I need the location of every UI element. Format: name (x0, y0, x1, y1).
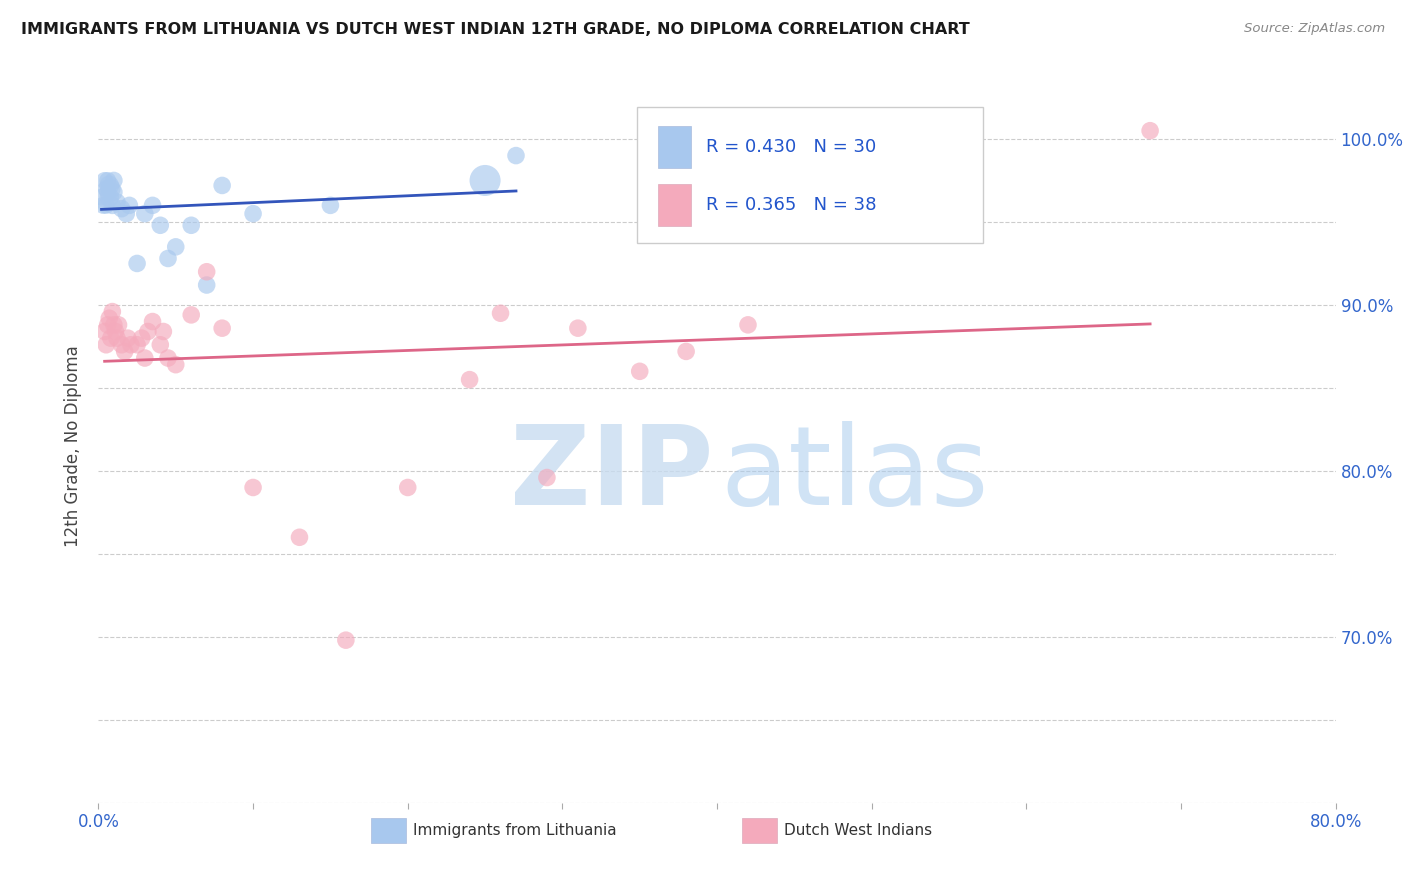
Point (131, 331, 153, 345)
Point (96, 198, 118, 212)
Point (103, 318, 125, 332)
Point (114, 344, 136, 359)
Point (96, 182, 118, 196)
Point (1139, 124, 1161, 138)
Point (157, 351, 180, 365)
Point (103, 185, 125, 199)
Point (117, 331, 139, 345)
Point (142, 198, 165, 212)
Point (242, 207, 264, 221)
Point (93, 325, 115, 339)
Bar (658, 126, 692, 169)
Point (567, 321, 589, 335)
FancyBboxPatch shape (637, 107, 983, 243)
Point (101, 304, 124, 318)
Point (91, 198, 114, 212)
Text: R = 0.365   N = 38: R = 0.365 N = 38 (706, 196, 876, 214)
Point (105, 331, 128, 345)
Point (97, 318, 120, 332)
Point (737, 318, 759, 332)
Point (211, 321, 233, 335)
Point (675, 344, 697, 359)
Point (120, 338, 142, 352)
Point (211, 178, 233, 193)
Point (180, 219, 202, 233)
Point (100, 331, 122, 345)
Point (105, 195, 128, 210)
Point (127, 338, 149, 352)
Text: Immigrants from Lithuania: Immigrants from Lithuania (413, 823, 616, 838)
Point (104, 325, 127, 339)
Text: Dutch West Indians: Dutch West Indians (785, 823, 932, 838)
Point (195, 278, 218, 293)
Point (98, 178, 121, 193)
Text: Source: ZipAtlas.com: Source: ZipAtlas.com (1244, 22, 1385, 36)
Point (134, 351, 156, 365)
Bar (658, 184, 692, 227)
Point (242, 481, 264, 495)
Point (505, 148, 527, 162)
Point (127, 256, 149, 270)
Point (107, 318, 129, 332)
Point (458, 373, 481, 387)
Y-axis label: 12th Grade, No Diploma: 12th Grade, No Diploma (65, 345, 83, 547)
Text: atlas: atlas (721, 421, 990, 528)
Point (157, 252, 180, 266)
Point (142, 314, 165, 328)
Point (111, 338, 134, 352)
Point (97, 173, 120, 187)
Point (118, 198, 141, 212)
Point (474, 173, 496, 187)
Point (134, 207, 156, 221)
Point (165, 358, 187, 372)
Point (136, 325, 159, 339)
Point (100, 182, 122, 196)
Point (396, 481, 419, 495)
Point (536, 470, 558, 484)
Point (628, 364, 651, 378)
Point (149, 338, 172, 352)
Point (489, 306, 512, 320)
Text: IMMIGRANTS FROM LITHUANIA VS DUTCH WEST INDIAN 12TH GRADE, NO DIPLOMA CORRELATIO: IMMIGRANTS FROM LITHUANIA VS DUTCH WEST … (21, 22, 970, 37)
Point (152, 325, 174, 339)
Point (111, 202, 134, 216)
Point (96, 338, 118, 352)
Point (180, 308, 202, 322)
Point (165, 240, 187, 254)
Point (335, 633, 357, 648)
Point (98, 311, 121, 326)
Point (195, 265, 218, 279)
Point (115, 207, 138, 221)
Point (98, 190, 121, 204)
Text: R = 0.430   N = 30: R = 0.430 N = 30 (706, 138, 876, 156)
Point (103, 173, 125, 187)
Point (101, 198, 124, 212)
Point (319, 198, 342, 212)
Text: ZIP: ZIP (510, 421, 713, 528)
Point (288, 530, 311, 544)
Point (90, 190, 112, 204)
Point (93, 173, 115, 187)
Point (149, 219, 172, 233)
Point (97, 185, 120, 199)
